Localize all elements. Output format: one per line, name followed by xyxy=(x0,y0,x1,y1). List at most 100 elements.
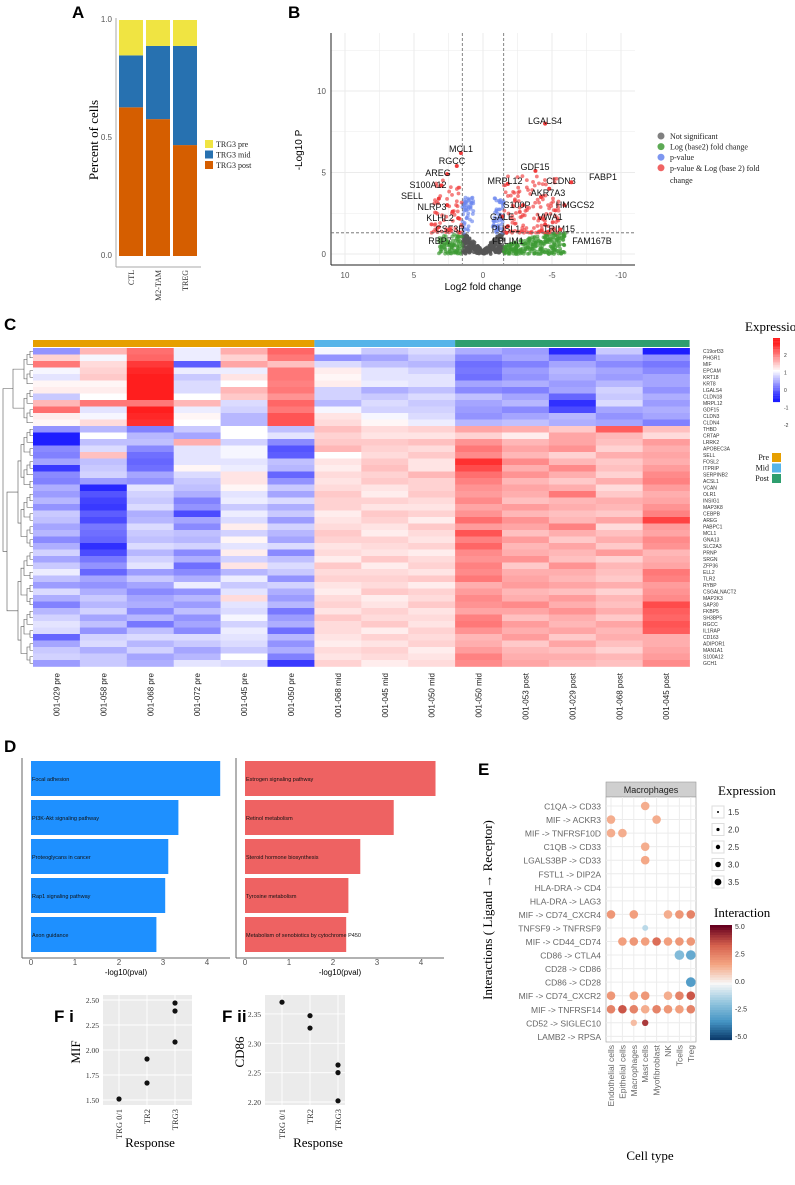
c-heatmap-cell xyxy=(173,653,221,661)
b-point xyxy=(493,249,497,253)
c-heatmap-cell xyxy=(408,640,456,648)
c-heatmap-cell xyxy=(595,400,643,407)
c-heatmap-cell xyxy=(455,439,503,446)
c-colorbar-segment xyxy=(773,346,780,348)
c-heatmap-cell xyxy=(642,588,690,596)
c-heatmap-cell xyxy=(33,517,81,524)
c-heatmap-cell xyxy=(173,458,221,466)
d-bar xyxy=(31,878,166,913)
c-heatmap-cell xyxy=(548,439,597,446)
c-heatmap-cell xyxy=(455,562,503,570)
c-heatmap-cell xyxy=(408,471,456,479)
c-dendrogram-root xyxy=(2,388,13,552)
e-dot xyxy=(674,950,685,960)
c-heatmap-cell xyxy=(502,640,550,648)
b-point xyxy=(542,250,547,254)
c-group-legend-label: Pre xyxy=(758,453,769,462)
e-colorbar-segment xyxy=(710,1032,732,1036)
c-heatmap-cell xyxy=(502,608,550,615)
c-heatmap-cell xyxy=(642,452,690,459)
b-point xyxy=(554,176,559,181)
e-size-legend-dot xyxy=(715,844,721,850)
c-heatmap-cell xyxy=(595,445,643,453)
e-size-legend-label: 3.0 xyxy=(728,861,740,870)
c-heatmap-cell xyxy=(79,413,128,420)
c-heatmap-cell xyxy=(642,387,690,394)
c-heatmap-cell xyxy=(502,387,550,394)
d-bar-label: PI3K-Akt signaling pathway xyxy=(32,816,99,822)
e-y-tick-label: HLA-DRA -> CD4 xyxy=(535,883,602,893)
e-colorbar-segment xyxy=(710,1005,732,1008)
b-point xyxy=(526,241,530,246)
c-heatmap-cell xyxy=(314,348,362,355)
c-heatmap-cell xyxy=(267,471,315,479)
c-heatmap-cell xyxy=(455,484,503,492)
d-left-x-axis-title: -log10(pval) xyxy=(105,968,148,977)
c-heatmap-cell xyxy=(455,374,503,381)
c-heatmap-cell xyxy=(361,465,409,472)
c-heatmap-cell xyxy=(220,354,268,362)
e-dot xyxy=(640,991,650,1000)
c-heatmap-cell xyxy=(126,543,174,550)
c-heatmap-cell xyxy=(595,640,643,648)
c-heatmap-cell xyxy=(220,562,268,570)
b-gene-label: FBLIM1 xyxy=(492,236,524,246)
c-heatmap-cell xyxy=(220,439,268,446)
b-point xyxy=(447,243,452,248)
b-point xyxy=(535,237,540,241)
e-dot xyxy=(606,815,616,824)
d-x-tick-label: 0 xyxy=(29,958,34,967)
b-point xyxy=(544,212,549,216)
e-dot xyxy=(640,855,650,865)
c-heatmap-cell xyxy=(267,458,315,466)
c-heatmap-cell xyxy=(314,608,362,615)
c-heatmap-cell xyxy=(220,530,268,537)
c-heatmap-cell xyxy=(173,419,221,427)
c-heatmap-cell xyxy=(33,575,81,583)
e-size-legend-dot xyxy=(716,827,720,832)
c-heatmap-cell xyxy=(502,556,550,563)
f-x-tick-label: TRG3 xyxy=(333,1109,343,1130)
c-heatmap-cell xyxy=(502,361,550,368)
c-heatmap-cell xyxy=(267,348,315,355)
c-gene-label: S100A12 xyxy=(703,655,724,661)
c-heatmap-cell xyxy=(79,452,128,459)
e-dot xyxy=(618,937,627,946)
c-dendrogram-branch xyxy=(17,460,21,524)
d-x-tick-label: 3 xyxy=(375,958,380,967)
c-heatmap-cell xyxy=(642,601,690,609)
c-heatmap-cell xyxy=(455,647,503,654)
c-heatmap-cell xyxy=(595,562,643,570)
b-point xyxy=(452,212,457,217)
c-heatmap-cell xyxy=(126,445,174,453)
c-heatmap-cell xyxy=(595,406,643,414)
c-heatmap-cell xyxy=(220,575,268,583)
c-heatmap-cell xyxy=(642,536,690,544)
c-heatmap-cell xyxy=(267,419,315,427)
c-heatmap-cell xyxy=(173,400,221,407)
f-x-tick-label: TR2 xyxy=(305,1109,315,1124)
b-point xyxy=(446,251,451,256)
panel-label-a: A xyxy=(72,3,84,22)
c-colorbar-segment xyxy=(773,398,780,401)
b-point xyxy=(558,249,563,254)
c-heatmap-cell xyxy=(408,400,456,407)
e-size-legend-label: 2.5 xyxy=(728,843,740,852)
c-heatmap-cell xyxy=(79,530,128,537)
c-heatmap-cell xyxy=(79,653,128,661)
c-heatmap-cell xyxy=(361,627,409,635)
c-heatmap-cell xyxy=(595,465,643,472)
c-heatmap-cell xyxy=(595,653,643,661)
c-heatmap-cell xyxy=(33,465,81,472)
c-heatmap-cell xyxy=(173,510,221,518)
e-colorbar-segment xyxy=(710,960,732,963)
c-heatmap-cell xyxy=(220,634,268,641)
f-y-tick-label: 2.00 xyxy=(86,1046,99,1055)
b-gene-label: FAM167B xyxy=(572,236,612,246)
c-colorbar-segment xyxy=(773,366,780,369)
c-heatmap-cell xyxy=(173,640,221,648)
c-heatmap-cell xyxy=(173,380,221,388)
c-heatmap-cell xyxy=(595,387,643,394)
c-gene-label: KRT18 xyxy=(703,375,719,381)
e-dot xyxy=(629,937,639,946)
